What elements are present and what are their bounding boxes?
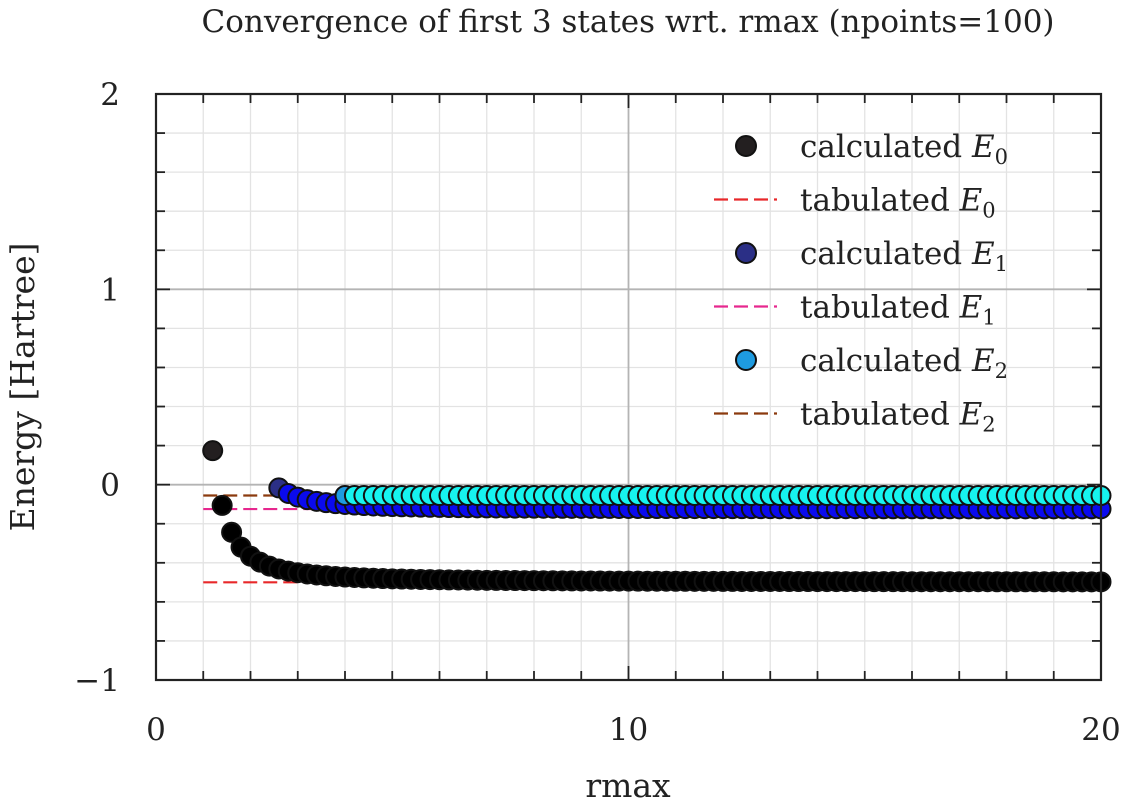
chart-title: Convergence of first 3 states wrt. rmax … <box>201 4 1054 40</box>
y-tick-label: 2 <box>100 77 120 113</box>
calculated-points <box>202 440 1112 593</box>
legend-label: calculated E1 <box>800 236 1008 276</box>
legend-label: calculated E2 <box>800 343 1008 383</box>
legend-marker <box>735 242 757 264</box>
legend-marker <box>735 135 757 157</box>
y-tick-label: −1 <box>74 663 120 699</box>
data-point <box>221 521 243 543</box>
x-tick-label: 20 <box>1081 712 1120 748</box>
x-tick-label: 10 <box>609 712 648 748</box>
data-point <box>211 494 233 516</box>
axis-ticks: 0 10 20 −1 0 1 2 <box>74 77 1120 748</box>
legend-label: tabulated E2 <box>800 397 996 437</box>
legend: calculated E0 tabulated E0 calculated E1 ta… <box>714 129 1008 437</box>
y-tick-label: 1 <box>100 272 120 308</box>
legend-label: tabulated E1 <box>800 290 996 330</box>
legend-label: tabulated E0 <box>800 183 996 223</box>
x-tick-label: 0 <box>146 712 166 748</box>
data-point <box>202 440 224 462</box>
x-axis-label: rmax <box>585 766 671 803</box>
legend-marker <box>735 349 757 371</box>
y-axis-label: Energy [Hartree] <box>3 243 42 532</box>
legend-label: calculated E0 <box>800 129 1008 169</box>
y-tick-label: 0 <box>100 468 120 504</box>
